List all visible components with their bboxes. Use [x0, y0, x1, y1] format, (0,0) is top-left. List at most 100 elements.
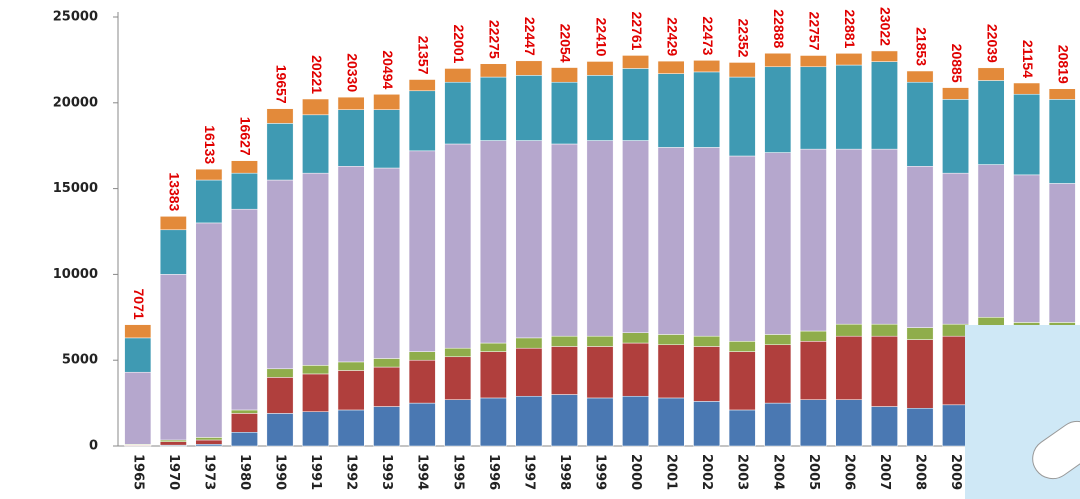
bar-segment [942, 87, 969, 100]
bar-segment [693, 346, 721, 402]
bar-segment [337, 370, 365, 411]
bar-segment [693, 401, 721, 447]
total-label: 22429 [664, 17, 680, 56]
bar-segment [302, 98, 329, 116]
bar-segment [977, 67, 1005, 81]
bar-segment [266, 123, 294, 181]
total-label: 22275 [487, 20, 503, 59]
bar-segment [195, 437, 223, 441]
y-tick-label: 25000 [53, 10, 98, 25]
bar-segment [337, 96, 365, 110]
bar-segment [728, 409, 756, 447]
bar-segment [231, 172, 258, 210]
bar-segment [124, 371, 152, 445]
x-tick-label: 2009 [948, 454, 963, 490]
bar-segment [479, 63, 507, 78]
bar-segment [871, 323, 898, 337]
bar-segment [622, 395, 649, 447]
bar-segment [231, 413, 258, 433]
bar-segment [373, 94, 401, 110]
bar-segment [159, 216, 187, 231]
bar-segment [799, 341, 827, 400]
bar-segment [871, 61, 898, 150]
bar-segment [871, 148, 898, 325]
bar-segment [942, 99, 969, 174]
x-tick-label: 2000 [628, 454, 643, 490]
total-label: 22473 [700, 16, 716, 55]
x-tick-label: 1973 [201, 454, 216, 490]
bar-segment [1048, 99, 1076, 184]
bar-segment [835, 399, 863, 447]
bar-segment [408, 150, 436, 352]
bar-segment [373, 366, 401, 407]
bar-segment [195, 439, 223, 445]
bar-segment [942, 172, 969, 325]
bar-segment [906, 339, 934, 409]
bar-segment [302, 373, 329, 412]
bar-segment [657, 147, 685, 335]
bar-segment [231, 208, 258, 411]
bar-segment [266, 377, 294, 414]
total-label: 20330 [344, 53, 360, 92]
bar-segment [764, 52, 792, 68]
bar-segment [728, 341, 756, 352]
bar-segment [159, 441, 187, 446]
total-label: 22761 [629, 11, 645, 50]
bar-segment [302, 172, 329, 366]
bar-segment [195, 222, 223, 438]
bar-segment [942, 335, 969, 406]
total-label: 21357 [416, 36, 432, 75]
bar-segment [906, 81, 934, 167]
bar-segment [906, 327, 934, 340]
bar-segment [302, 365, 329, 375]
bar-segment [302, 411, 329, 447]
bar-segment [764, 334, 792, 346]
bar-segment [479, 140, 507, 344]
bar-segment [657, 334, 685, 346]
total-label: 13383 [167, 172, 183, 211]
bar-segment [408, 359, 436, 404]
total-label: 23022 [878, 7, 894, 46]
bar-segment [871, 50, 898, 62]
bar-segment [728, 155, 756, 342]
bar-segment [835, 53, 863, 66]
bar-segment [906, 70, 934, 83]
overlay-panel [965, 325, 1080, 499]
bar-segment [444, 399, 472, 447]
bar-segment [657, 73, 685, 148]
x-tick-label: 1999 [593, 454, 608, 490]
bar-segment [551, 67, 578, 83]
total-label: 16133 [202, 125, 218, 164]
total-label: 22039 [984, 24, 1000, 63]
total-label: 22757 [807, 12, 823, 51]
bar-segment [444, 143, 472, 349]
x-tick-label: 1990 [273, 454, 288, 490]
x-tick-label: 2001 [664, 454, 679, 490]
bar-segment [622, 68, 649, 141]
total-label: 22881 [842, 9, 858, 48]
bar-segment [337, 361, 365, 371]
bar-segment [622, 342, 649, 397]
bar-segment [871, 406, 898, 447]
total-label: 20819 [1056, 45, 1072, 84]
total-label: 22001 [451, 25, 467, 64]
bar-segment [906, 166, 934, 328]
bar-segment [622, 55, 649, 69]
bar-segment [551, 394, 578, 447]
bar-segment [1013, 174, 1041, 323]
bar-segment [1048, 88, 1076, 100]
bar-segment [764, 66, 792, 153]
bar-segment [977, 80, 1005, 165]
bar-segment [835, 148, 863, 325]
bar-segment [799, 66, 827, 150]
total-label: 22410 [593, 18, 609, 57]
y-tick-label: 10000 [53, 267, 98, 282]
overlay-pill [1032, 420, 1080, 480]
x-tick-label: 2002 [699, 454, 714, 490]
bar-segment [693, 71, 721, 148]
bar-segment [479, 397, 507, 447]
bar-segment [266, 368, 294, 378]
bar-segment [799, 55, 827, 68]
bar-segment [835, 335, 863, 400]
